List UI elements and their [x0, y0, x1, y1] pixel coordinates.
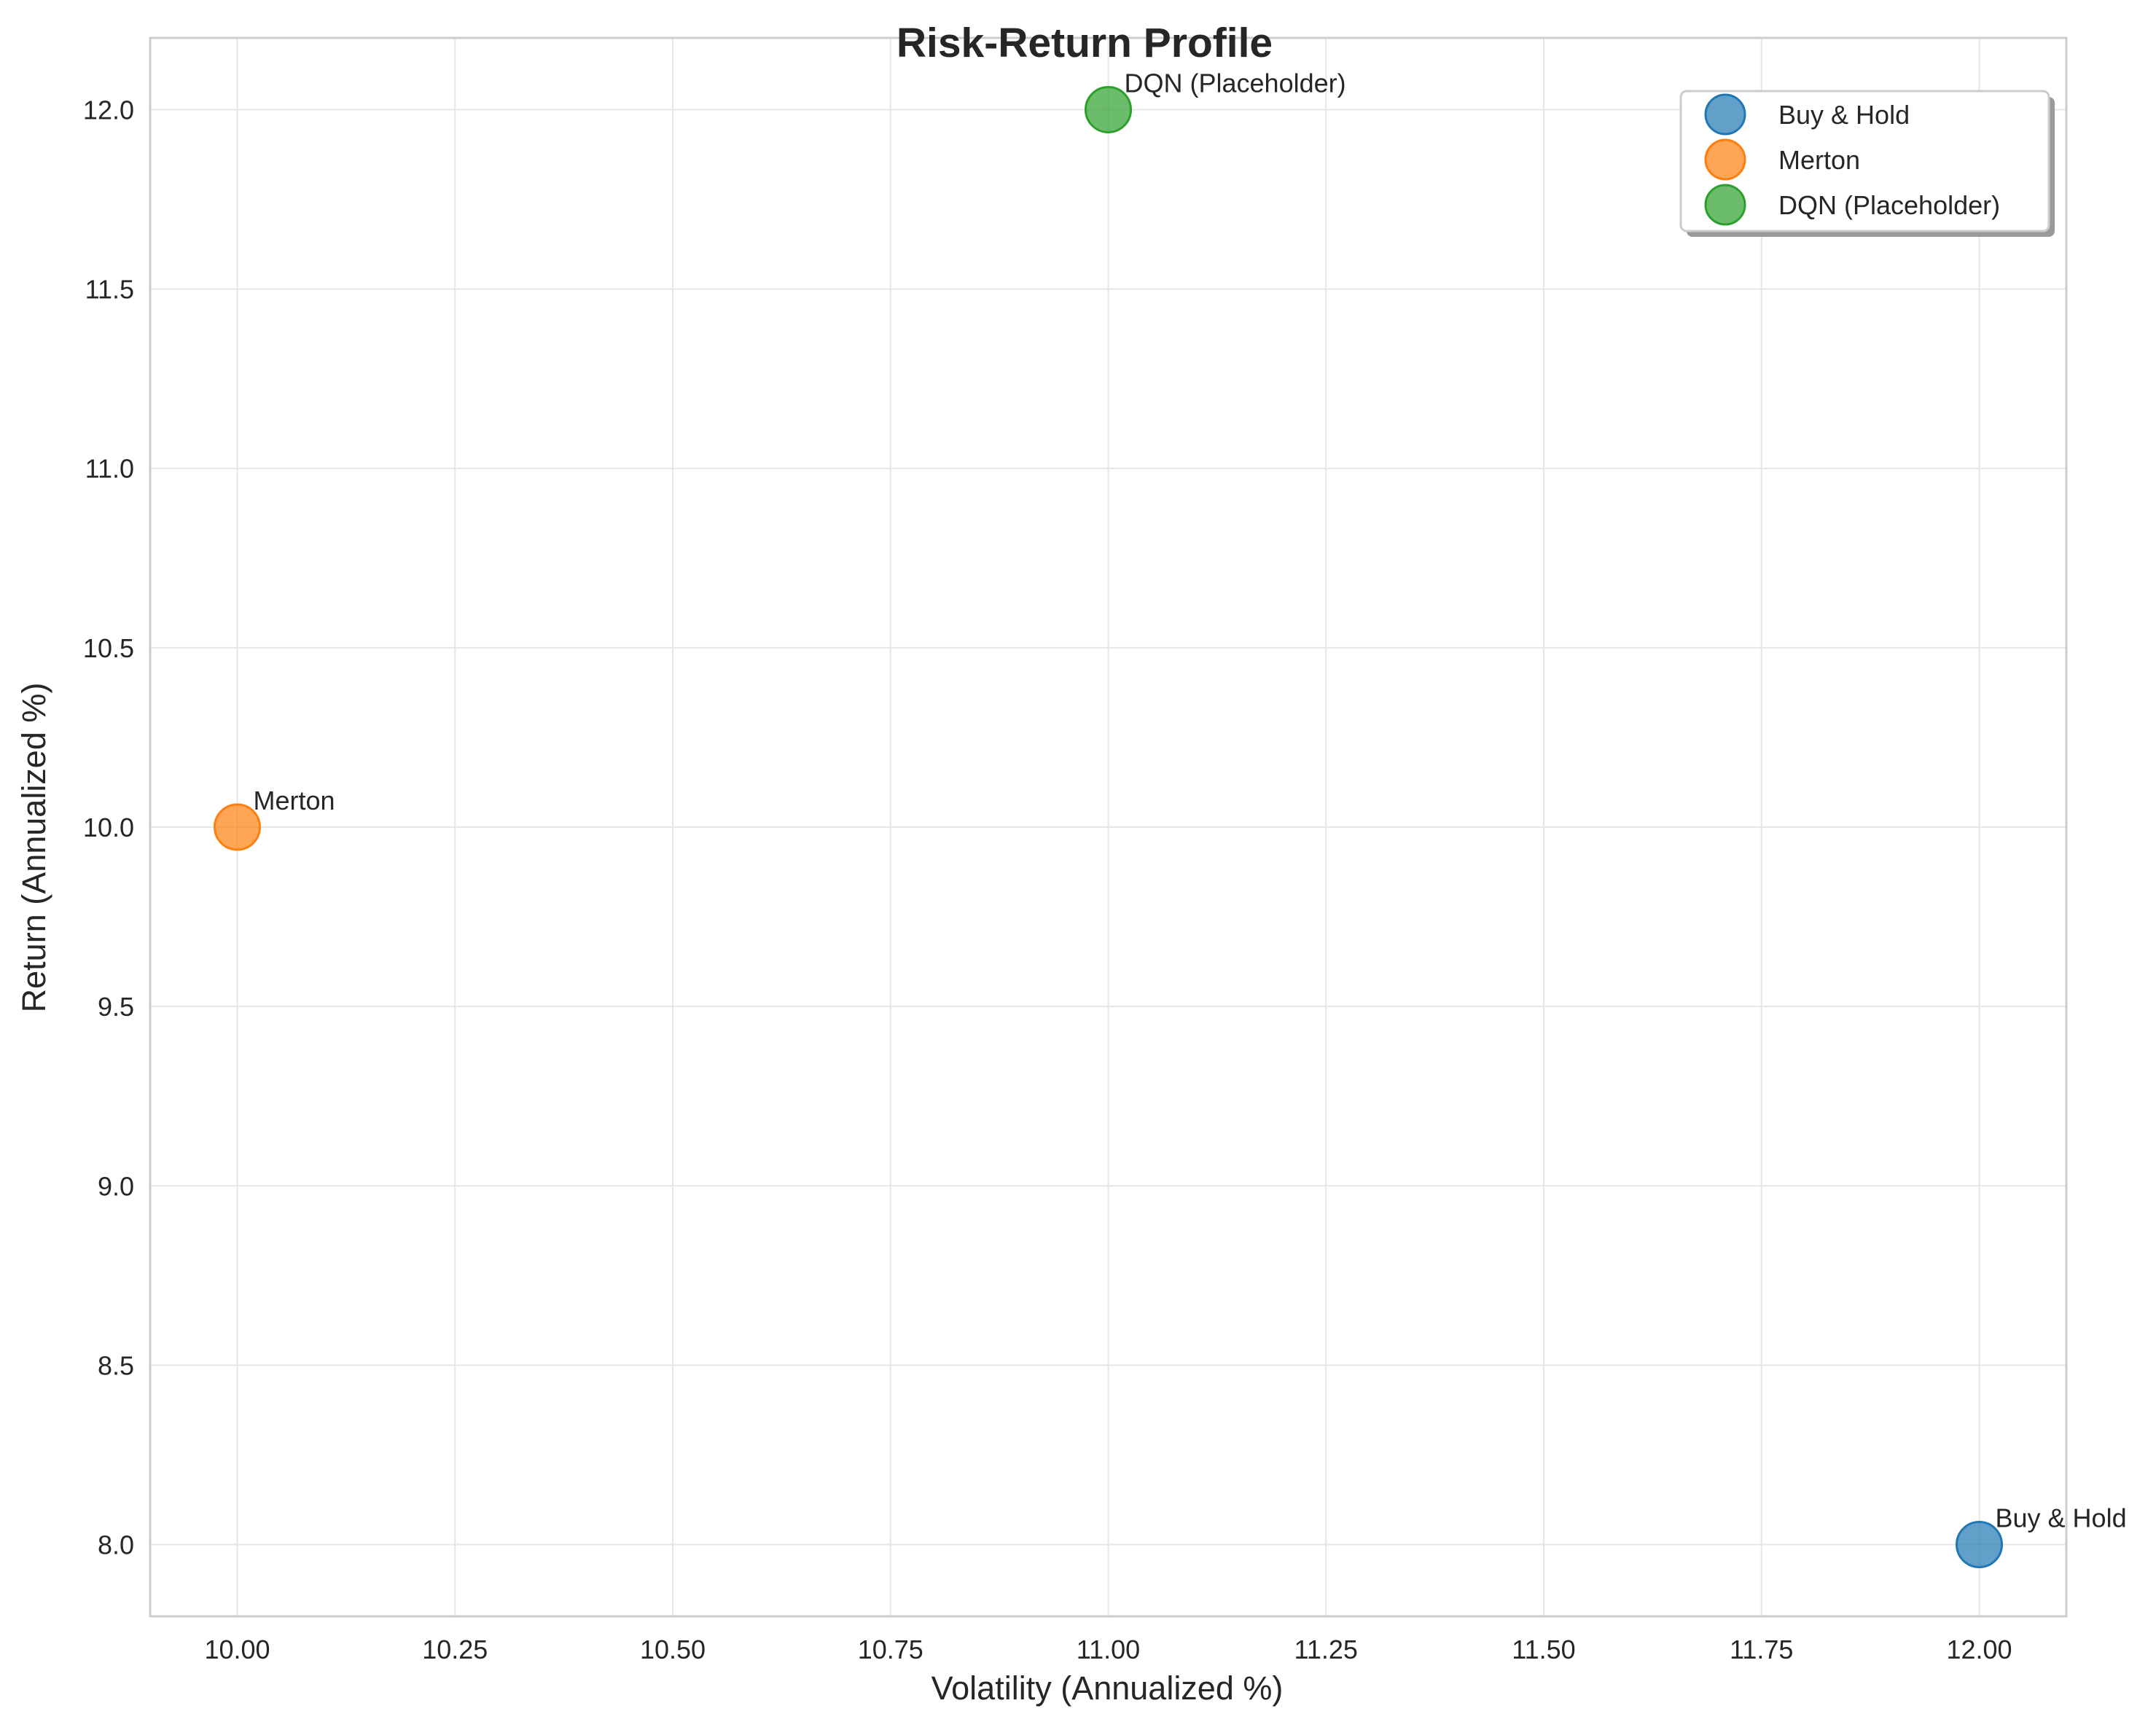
legend-items: Buy & Hold Merton DQN (Placeholder) [1704, 93, 2000, 226]
y-tick-label: 12.0 [83, 95, 134, 125]
tick-labels: 10.00 10.25 10.50 10.75 11.00 11.25 11.50 11.75… [83, 95, 2012, 1664]
y-tick-label: 10.0 [83, 813, 134, 842]
x-tick-label: 12.00 [1946, 1635, 2012, 1664]
data-points [214, 85, 2003, 1569]
point-annotation: DQN (Placeholder) [1125, 68, 1346, 98]
y-tick-label: 11.5 [85, 275, 134, 305]
point-annotation: Buy & Hold [1996, 1503, 2127, 1533]
legend-label: DQN (Placeholder) [1778, 190, 2000, 220]
x-tick-label: 11.75 [1730, 1635, 1793, 1664]
x-tick-label: 10.00 [204, 1635, 270, 1664]
legend-label: Buy & Hold [1778, 100, 1910, 130]
y-tick-label: 8.0 [98, 1530, 134, 1560]
legend: Buy & Hold Merton DQN (Placeholder) [1679, 90, 2055, 237]
y-tick-label: 9.0 [98, 1171, 134, 1201]
x-tick-label: 11.50 [1512, 1635, 1575, 1664]
x-tick-label: 11.00 [1077, 1635, 1140, 1664]
point-annotations: Buy & Hold Merton DQN (Placeholder) [254, 68, 2127, 1533]
x-tick-label: 10.50 [640, 1635, 706, 1664]
scatter-point [214, 803, 261, 851]
x-tick-label: 10.75 [858, 1635, 923, 1664]
y-axis-label: Return (Annualized %) [15, 683, 52, 1013]
y-tick-label: 9.5 [98, 992, 134, 1022]
legend-label: Merton [1778, 145, 1860, 175]
y-tick-label: 8.5 [98, 1350, 134, 1380]
x-axis-label: Volatility (Annualized %) [931, 1670, 1284, 1707]
legend-marker [1704, 184, 1746, 226]
x-tick-label: 11.25 [1294, 1635, 1358, 1664]
legend-box [1679, 90, 2050, 232]
plot-frame [149, 36, 2068, 1618]
x-tick-label: 10.25 [422, 1635, 488, 1664]
chart-title: Risk-Return Profile [897, 20, 1273, 66]
scatter-point [1085, 85, 1132, 133]
point-annotation: Merton [254, 786, 335, 815]
scatter-point [1956, 1521, 2003, 1569]
legend-marker [1704, 93, 1746, 136]
legend-marker [1704, 138, 1746, 181]
y-tick-label: 10.5 [83, 633, 134, 663]
y-tick-label: 11.0 [85, 454, 134, 484]
